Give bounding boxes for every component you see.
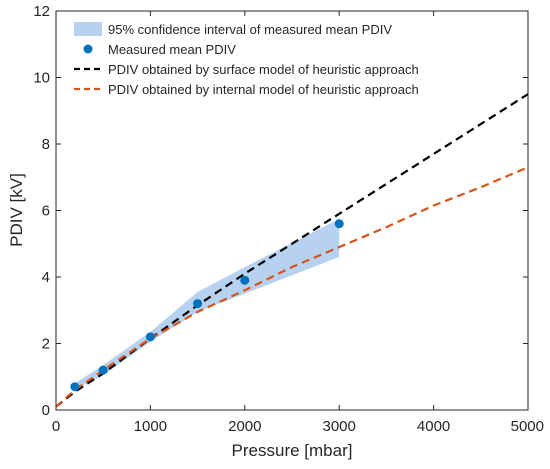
- y-tick-label: 6: [42, 203, 50, 220]
- confidence-band-layer: [74, 218, 340, 391]
- measured-points-layer: [70, 219, 344, 392]
- model-lines-layer: [55, 93, 529, 408]
- axis-ticks-layer: 0 1000 2000 3000 4000 5000 0 2 4 6 8 10 12: [33, 3, 544, 435]
- confidence-interval-band: [74, 218, 340, 391]
- y-tick-label: 10: [33, 70, 50, 87]
- y-tick-label: 8: [42, 136, 50, 153]
- legend-swatch-band: [74, 22, 102, 36]
- legend-swatch-measured: [83, 44, 93, 54]
- internal-model-line: [55, 166, 529, 408]
- measured-point: [98, 365, 108, 375]
- y-tick-label: 0: [42, 402, 50, 419]
- measured-point: [70, 382, 80, 392]
- legend-label-band: 95% confidence interval of measured mean…: [108, 22, 392, 37]
- x-axis-label: Pressure [mbar]: [232, 441, 353, 460]
- measured-point: [145, 332, 155, 342]
- y-axis-label: PDIV [kV]: [7, 173, 26, 247]
- x-tick-label: 4000: [417, 418, 450, 435]
- legend-label-internal-model-line: PDIV obtained by internal model of heuri…: [108, 82, 419, 97]
- surface-model-line: [55, 93, 529, 408]
- y-tick-label: 4: [42, 269, 50, 286]
- y-tick-label: 12: [33, 3, 50, 20]
- x-tick-label: 2000: [228, 418, 261, 435]
- x-tick-label: 3000: [323, 418, 356, 435]
- measured-point: [193, 299, 203, 309]
- legend-label-surface-model-line: PDIV obtained by surface model of heuris…: [108, 62, 419, 77]
- y-tick-label: 2: [42, 336, 50, 353]
- measured-point: [240, 275, 250, 285]
- x-tick-label: 5000: [511, 418, 544, 435]
- legend: 95% confidence interval of measured mean…: [74, 22, 419, 97]
- x-tick-label: 0: [52, 418, 60, 435]
- legend-label-measured: Measured mean PDIV: [108, 42, 236, 57]
- x-tick-label: 1000: [134, 418, 167, 435]
- measured-point: [334, 219, 344, 229]
